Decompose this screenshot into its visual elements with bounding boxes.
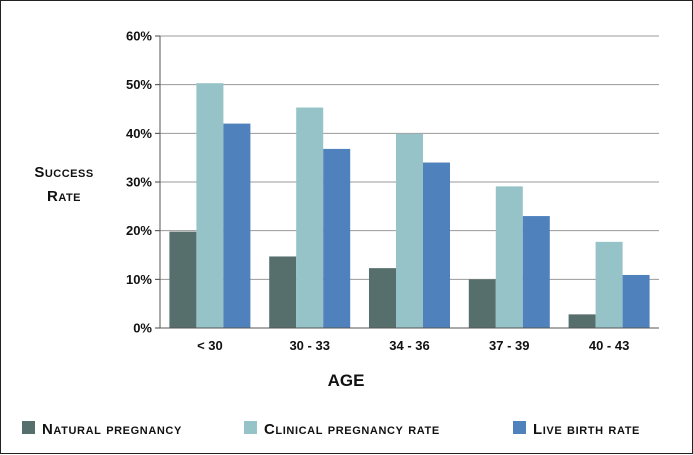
legend-label: Clinical pregnancy rate xyxy=(264,421,440,438)
bars xyxy=(169,83,650,328)
y-tick-labels: 0% 10% 20% 30% 40% 50% 60% xyxy=(126,29,152,336)
y-axis-label-line-2: Rate xyxy=(47,188,81,205)
y-tick-label: 50% xyxy=(126,77,152,92)
x-category-label: 37 - 39 xyxy=(489,338,529,353)
y-axis-label-line-1: Success xyxy=(34,164,93,181)
y-tick-label: 40% xyxy=(126,126,152,141)
x-category-label: 34 - 36 xyxy=(389,338,429,353)
bar-live-birth-rate xyxy=(423,162,450,328)
bar-live-birth-rate xyxy=(323,148,351,328)
legend-swatch xyxy=(513,421,526,434)
y-tick-label: 20% xyxy=(126,223,152,238)
bar-live-birth-rate xyxy=(223,123,251,328)
bar-natural-pregnancy xyxy=(169,231,197,328)
bar-clinical-pregnancy-rate xyxy=(396,133,423,328)
bar-live-birth-rate xyxy=(622,274,650,328)
bar-live-birth-rate xyxy=(522,216,550,328)
x-category-label: 40 - 43 xyxy=(589,338,629,353)
bar-clinical-pregnancy-rate xyxy=(495,186,523,328)
bar-natural-pregnancy xyxy=(269,256,297,328)
bar-clinical-pregnancy-rate xyxy=(296,107,324,328)
legend-swatch xyxy=(22,421,35,434)
x-category-labels: < 30 30 - 33 34 - 36 37 - 39 40 - 43 xyxy=(197,338,629,353)
x-category-label: < 30 xyxy=(197,338,223,353)
bar-clinical-pregnancy-rate xyxy=(595,241,623,328)
bar-natural-pregnancy xyxy=(369,268,396,328)
legend: Natural pregnancy Clinical pregnancy rate… xyxy=(22,421,640,438)
bar-clinical-pregnancy-rate xyxy=(196,83,224,328)
legend-swatch xyxy=(244,421,257,434)
y-tick-label: 60% xyxy=(126,29,152,44)
legend-label: Live birth rate xyxy=(533,421,640,438)
y-tick-label: 0% xyxy=(133,321,152,336)
legend-label: Natural pregnancy xyxy=(42,421,182,438)
bar-natural-pregnancy xyxy=(468,279,496,328)
y-tick-label: 30% xyxy=(126,175,152,190)
x-category-label: 30 - 33 xyxy=(289,338,329,353)
bar-natural-pregnancy xyxy=(568,314,596,328)
y-tick-label: 10% xyxy=(126,272,152,287)
x-axis-label: AGE xyxy=(328,371,365,390)
